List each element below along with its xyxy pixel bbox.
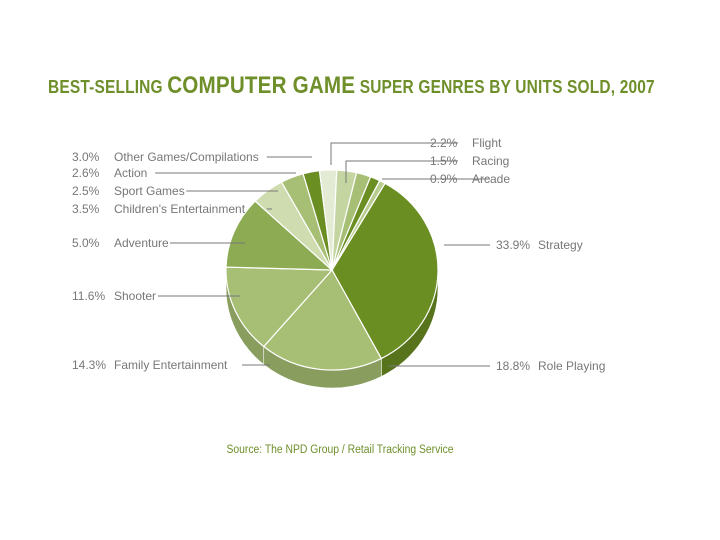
slice-label-role-playing: Role Playing	[538, 359, 605, 373]
slice-label-family-entertainment: Family Entertainment	[114, 358, 228, 372]
value-label-role-playing: 18.8%	[496, 359, 530, 373]
chart-title-part1: BEST-SELLING	[48, 77, 168, 97]
leader-line-racing	[345, 160, 458, 183]
value-label-strategy: 33.9%	[496, 238, 530, 252]
slice-label-children-s-entertainment: Children's Entertainment	[114, 202, 246, 216]
value-label-shooter: 11.6%	[72, 289, 105, 303]
slice-label-arcade: Arcade	[472, 172, 510, 186]
slice-label-racing: Racing	[472, 154, 509, 168]
value-label-flight: 2.2%	[430, 136, 458, 150]
slice-label-shooter: Shooter	[114, 289, 156, 303]
value-label-racing: 1.5%	[430, 154, 458, 168]
value-label-sport-games: 2.5%	[72, 184, 100, 198]
chart-title-emphasis: COMPUTER GAME	[167, 72, 356, 99]
slice-label-sport-games: Sport Games	[114, 184, 185, 198]
value-label-action: 2.6%	[72, 166, 100, 180]
value-label-children-s-entertainment: 3.5%	[72, 202, 100, 216]
slice-label-flight: Flight	[472, 136, 502, 150]
slice-label-strategy: Strategy	[538, 238, 583, 252]
value-label-other-games-compilations: 3.0%	[72, 150, 100, 164]
value-label-family-entertainment: 14.3%	[72, 358, 106, 372]
chart-title: BEST-SELLING COMPUTER GAME SUPER GENRES …	[48, 72, 655, 100]
pie-slice-arcade	[331, 179, 386, 271]
pie-slice-role-playing	[262, 268, 383, 371]
slice-label-adventure: Adventure	[114, 236, 169, 250]
value-label-arcade: 0.9%	[430, 172, 458, 186]
pie-top-group	[225, 169, 439, 371]
slice-label-other-games-compilations: Other Games/Compilations	[114, 150, 259, 164]
pie-slice-shooter	[225, 200, 334, 271]
chart-title-part3: SUPER GENRES BY UNITS SOLD, 2007	[355, 77, 655, 97]
pie-slice-family-entertainment	[225, 266, 334, 348]
value-label-adventure: 5.0%	[72, 236, 100, 250]
slice-label-action: Action	[114, 166, 147, 180]
pie-labels: 33.9% Strategy 18.8% Role Playing 14.3% Famil…	[72, 136, 605, 373]
leader-line-flight	[330, 142, 458, 165]
chart-source: Source: The NPD Group / Retail Tracking …	[226, 444, 454, 456]
